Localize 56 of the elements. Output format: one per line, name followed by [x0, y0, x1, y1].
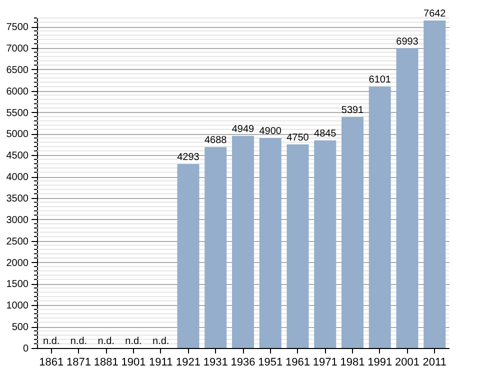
y-tick-label: 4000: [6, 172, 29, 184]
data-label: 6993: [396, 36, 419, 48]
y-tick-label: 500: [12, 322, 29, 334]
x-tick-label: 1911: [149, 356, 173, 368]
x-tick-label: 1921: [176, 356, 200, 368]
x-tick-label: 1931: [203, 356, 228, 368]
x-tick-label: 1901: [121, 356, 146, 368]
data-label: 4900: [259, 126, 282, 137]
y-tick-label: 6500: [6, 64, 29, 76]
x-tick-label: 1881: [94, 356, 118, 368]
bar: [396, 48, 418, 348]
y-tick-label: 1500: [6, 279, 29, 290]
y-tick-label: 0: [22, 344, 29, 354]
y-tick-label: 3000: [6, 214, 29, 226]
text: n.d.: [70, 336, 88, 347]
x-tick-label: 1871: [66, 356, 91, 368]
data-label: 7642: [424, 8, 446, 20]
x-tick-label: 2001: [395, 356, 420, 368]
text: n.d.: [152, 336, 170, 347]
x-tick-label: 1936: [230, 356, 256, 368]
y-tick-label: 3500: [6, 194, 29, 204]
text: n.d.: [43, 336, 60, 347]
data-label: 4688: [204, 135, 228, 146]
x-tick-label: 1981: [340, 356, 365, 368]
x-tick-label: 1971: [312, 356, 338, 368]
y-tick-label: 6000: [6, 86, 29, 98]
bar: [314, 140, 336, 348]
bar: [368, 86, 391, 348]
y-tick-label: 7500: [6, 22, 29, 34]
x-tick-label: 2011: [422, 356, 446, 368]
data-label: 4949: [232, 124, 255, 135]
x-tick-label: 1951: [258, 356, 283, 368]
data-label: 6101: [368, 74, 392, 86]
bar: [342, 116, 364, 348]
text: n.d.: [125, 336, 142, 347]
y-tick-label: 2000: [6, 258, 29, 269]
y-tick-label: 7000: [6, 44, 29, 54]
x-tick-label: 1961: [286, 356, 310, 368]
bar: [204, 147, 227, 348]
text: n.d.: [98, 336, 114, 347]
y-tick-label: 1000: [6, 300, 29, 312]
y-tick-label: 4500: [6, 150, 29, 162]
data-label: 5391: [341, 104, 364, 116]
y-tick-label: 5000: [6, 129, 29, 140]
bar: [424, 20, 446, 348]
x-tick-label: 1861: [39, 356, 64, 368]
bar: [259, 138, 282, 348]
y-tick-label: 5500: [6, 108, 29, 119]
bar: [232, 136, 254, 348]
y-tick-label: 2500: [6, 236, 29, 248]
data-label: 4750: [286, 132, 310, 144]
data-label: 4293: [177, 152, 200, 164]
data-label: 4845: [314, 128, 337, 140]
bar: [177, 164, 200, 348]
x-tick-label: 1991: [368, 356, 392, 368]
bar: [286, 144, 309, 348]
